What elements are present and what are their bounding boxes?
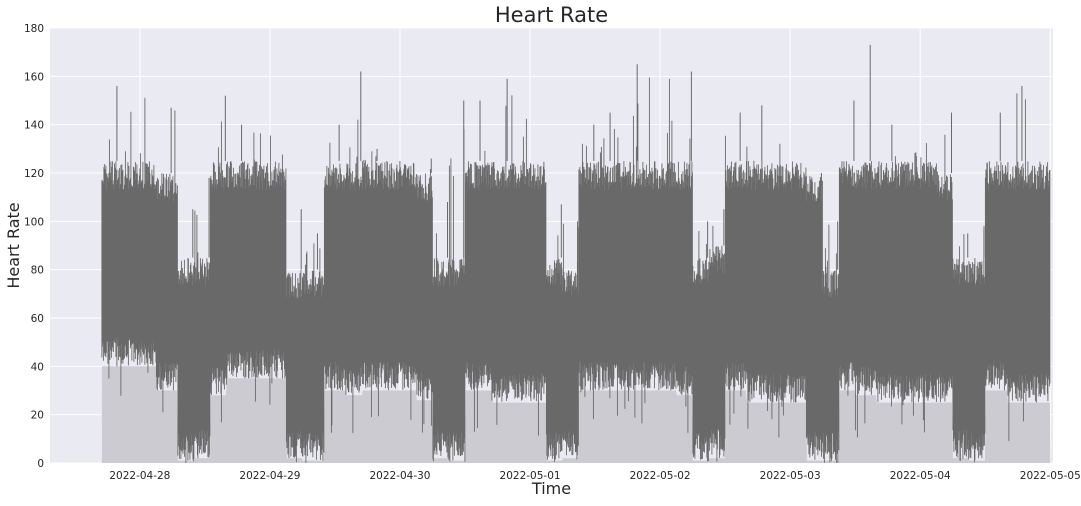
y-tick-labels: 0 20 40 60 80 100 120 140 160 180 [24,23,44,470]
y-tick-label: 160 [24,71,44,83]
y-tick-label: 120 [24,168,44,180]
y-tick-label: 60 [31,313,44,325]
x-tick-label: 2022-05-04 [890,470,951,482]
y-tick-label: 0 [37,458,44,470]
x-tick-label: 2022-04-28 [109,470,170,482]
series-line [101,77,1051,463]
x-tick-label: 2022-05-01 [500,470,561,482]
x-tick-label: 2022-05-05 [1020,470,1081,482]
series-fill-area [101,366,1051,463]
y-tick-label: 20 [31,410,44,422]
heart-rate-series [101,44,1051,463]
x-tick-label: 2022-05-02 [630,470,691,482]
y-tick-label: 140 [24,120,44,132]
y-tick-label: 100 [24,216,44,228]
x-tick-label: 2022-05-03 [760,470,821,482]
x-tick-label: 2022-04-29 [239,470,300,482]
y-tick-label: 40 [31,361,44,373]
x-axis-label: Time [531,479,571,498]
x-tick-label: 2022-04-30 [369,470,430,482]
x-tick-labels: 2022-04-28 2022-04-29 2022-04-30 2022-05-01… [109,470,1080,482]
y-axis-label: Heart Rate [4,202,23,288]
y-tick-label: 80 [31,265,44,277]
chart-title: Heart Rate [495,3,608,27]
y-tick-label: 180 [24,23,44,35]
